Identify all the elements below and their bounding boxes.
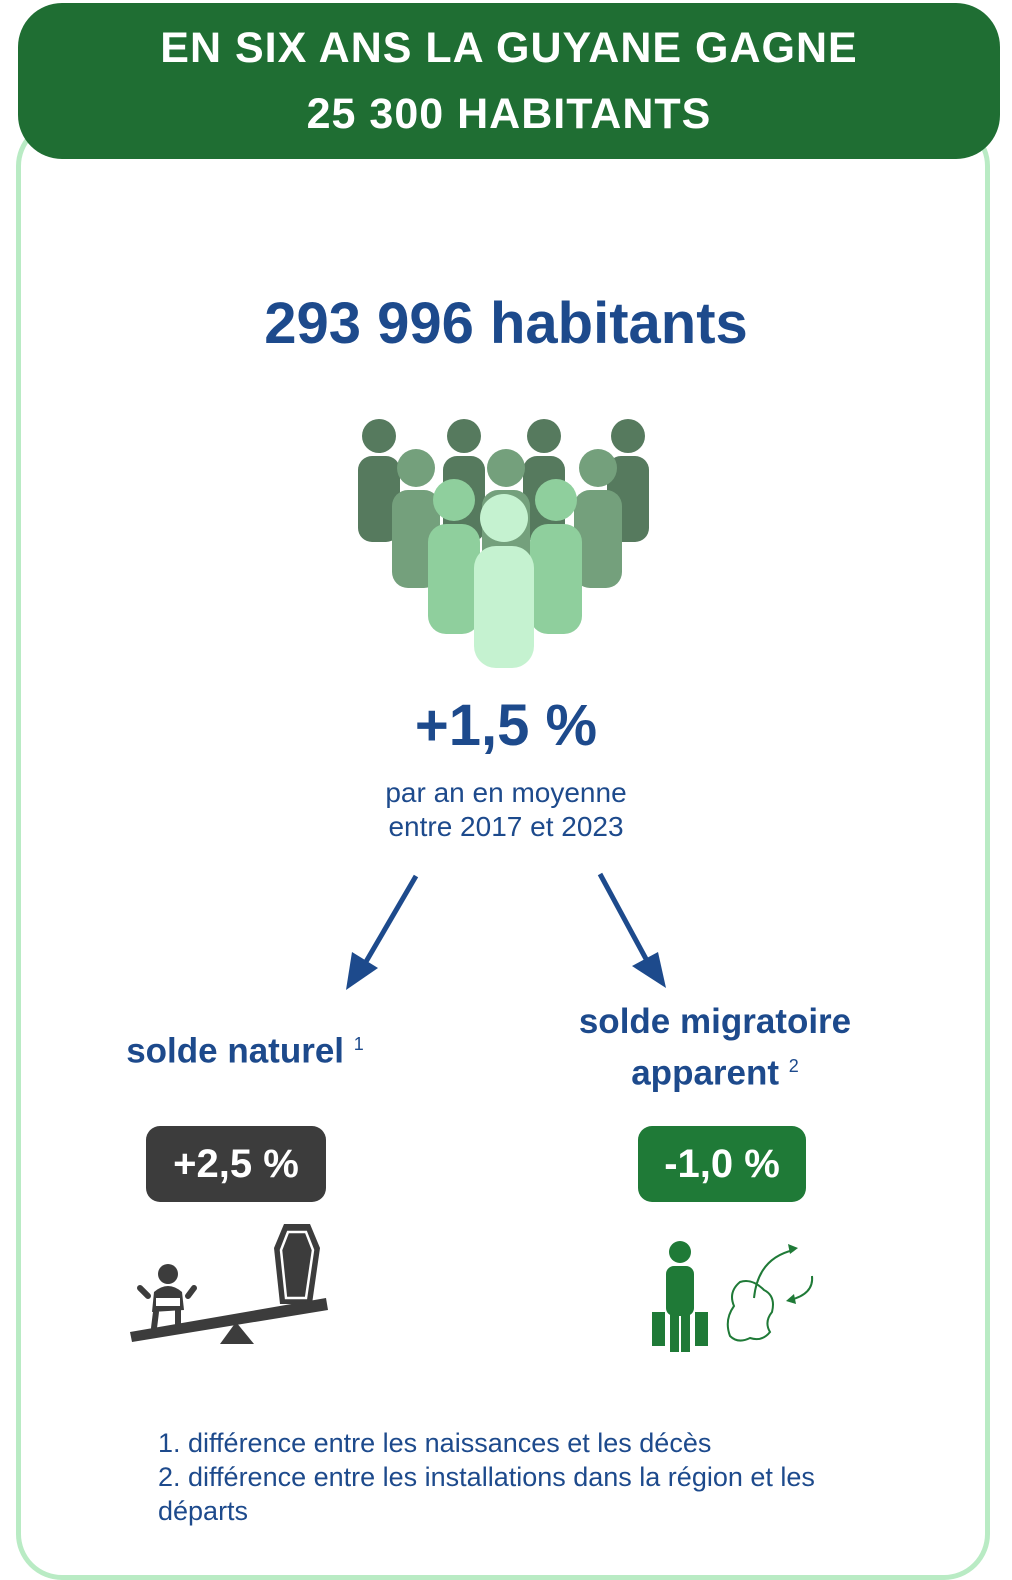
natural-balance-label: solde naturel xyxy=(126,1031,345,1071)
population-total: 293 996 habitants xyxy=(264,291,748,356)
note-ref-2: 2 xyxy=(788,1056,799,1076)
growth-rate: +1,5 % xyxy=(414,693,598,758)
migration-balance-value: -1,0 % xyxy=(638,1126,806,1202)
traveler-map-icon xyxy=(652,1241,814,1352)
birth-death-seesaw-icon xyxy=(130,1224,328,1344)
header-line-1: EN SIX ANS LA GUYANE GAGNE xyxy=(160,24,858,72)
growth-caption: par an en moyenne entre 2017 et 2023 xyxy=(0,776,1012,844)
migration-title-line-1: solde migratoire xyxy=(578,1002,852,1041)
crowd-icon xyxy=(358,419,649,668)
natural-balance-value: +2,5 % xyxy=(146,1126,326,1202)
growth-caption-line-1: par an en moyenne xyxy=(385,777,627,808)
arrow-down-left-icon xyxy=(346,874,419,990)
natural-balance-title: solde naturel 1 xyxy=(100,1022,390,1074)
growth-caption-line-2: entre 2017 et 2023 xyxy=(388,811,624,842)
header-banner: EN SIX ANS LA GUYANE GAGNE 25 300 HABITA… xyxy=(18,3,1000,159)
footnote-2: 2. différence entre les installations da… xyxy=(158,1462,815,1526)
arrow-down-right-icon xyxy=(597,872,666,988)
migration-title-line-2: apparent xyxy=(631,1053,780,1093)
footnotes: 1. différence entre les naissances et le… xyxy=(158,1426,858,1528)
card-frame xyxy=(16,120,990,1580)
split-arrows xyxy=(346,872,666,990)
migration-balance-title: solde migratoire apparent 2 xyxy=(540,1000,890,1096)
footnote-1: 1. différence entre les naissances et le… xyxy=(158,1428,712,1458)
note-ref-1: 1 xyxy=(353,1034,364,1054)
header-line-2: 25 300 HABITANTS xyxy=(306,90,712,138)
